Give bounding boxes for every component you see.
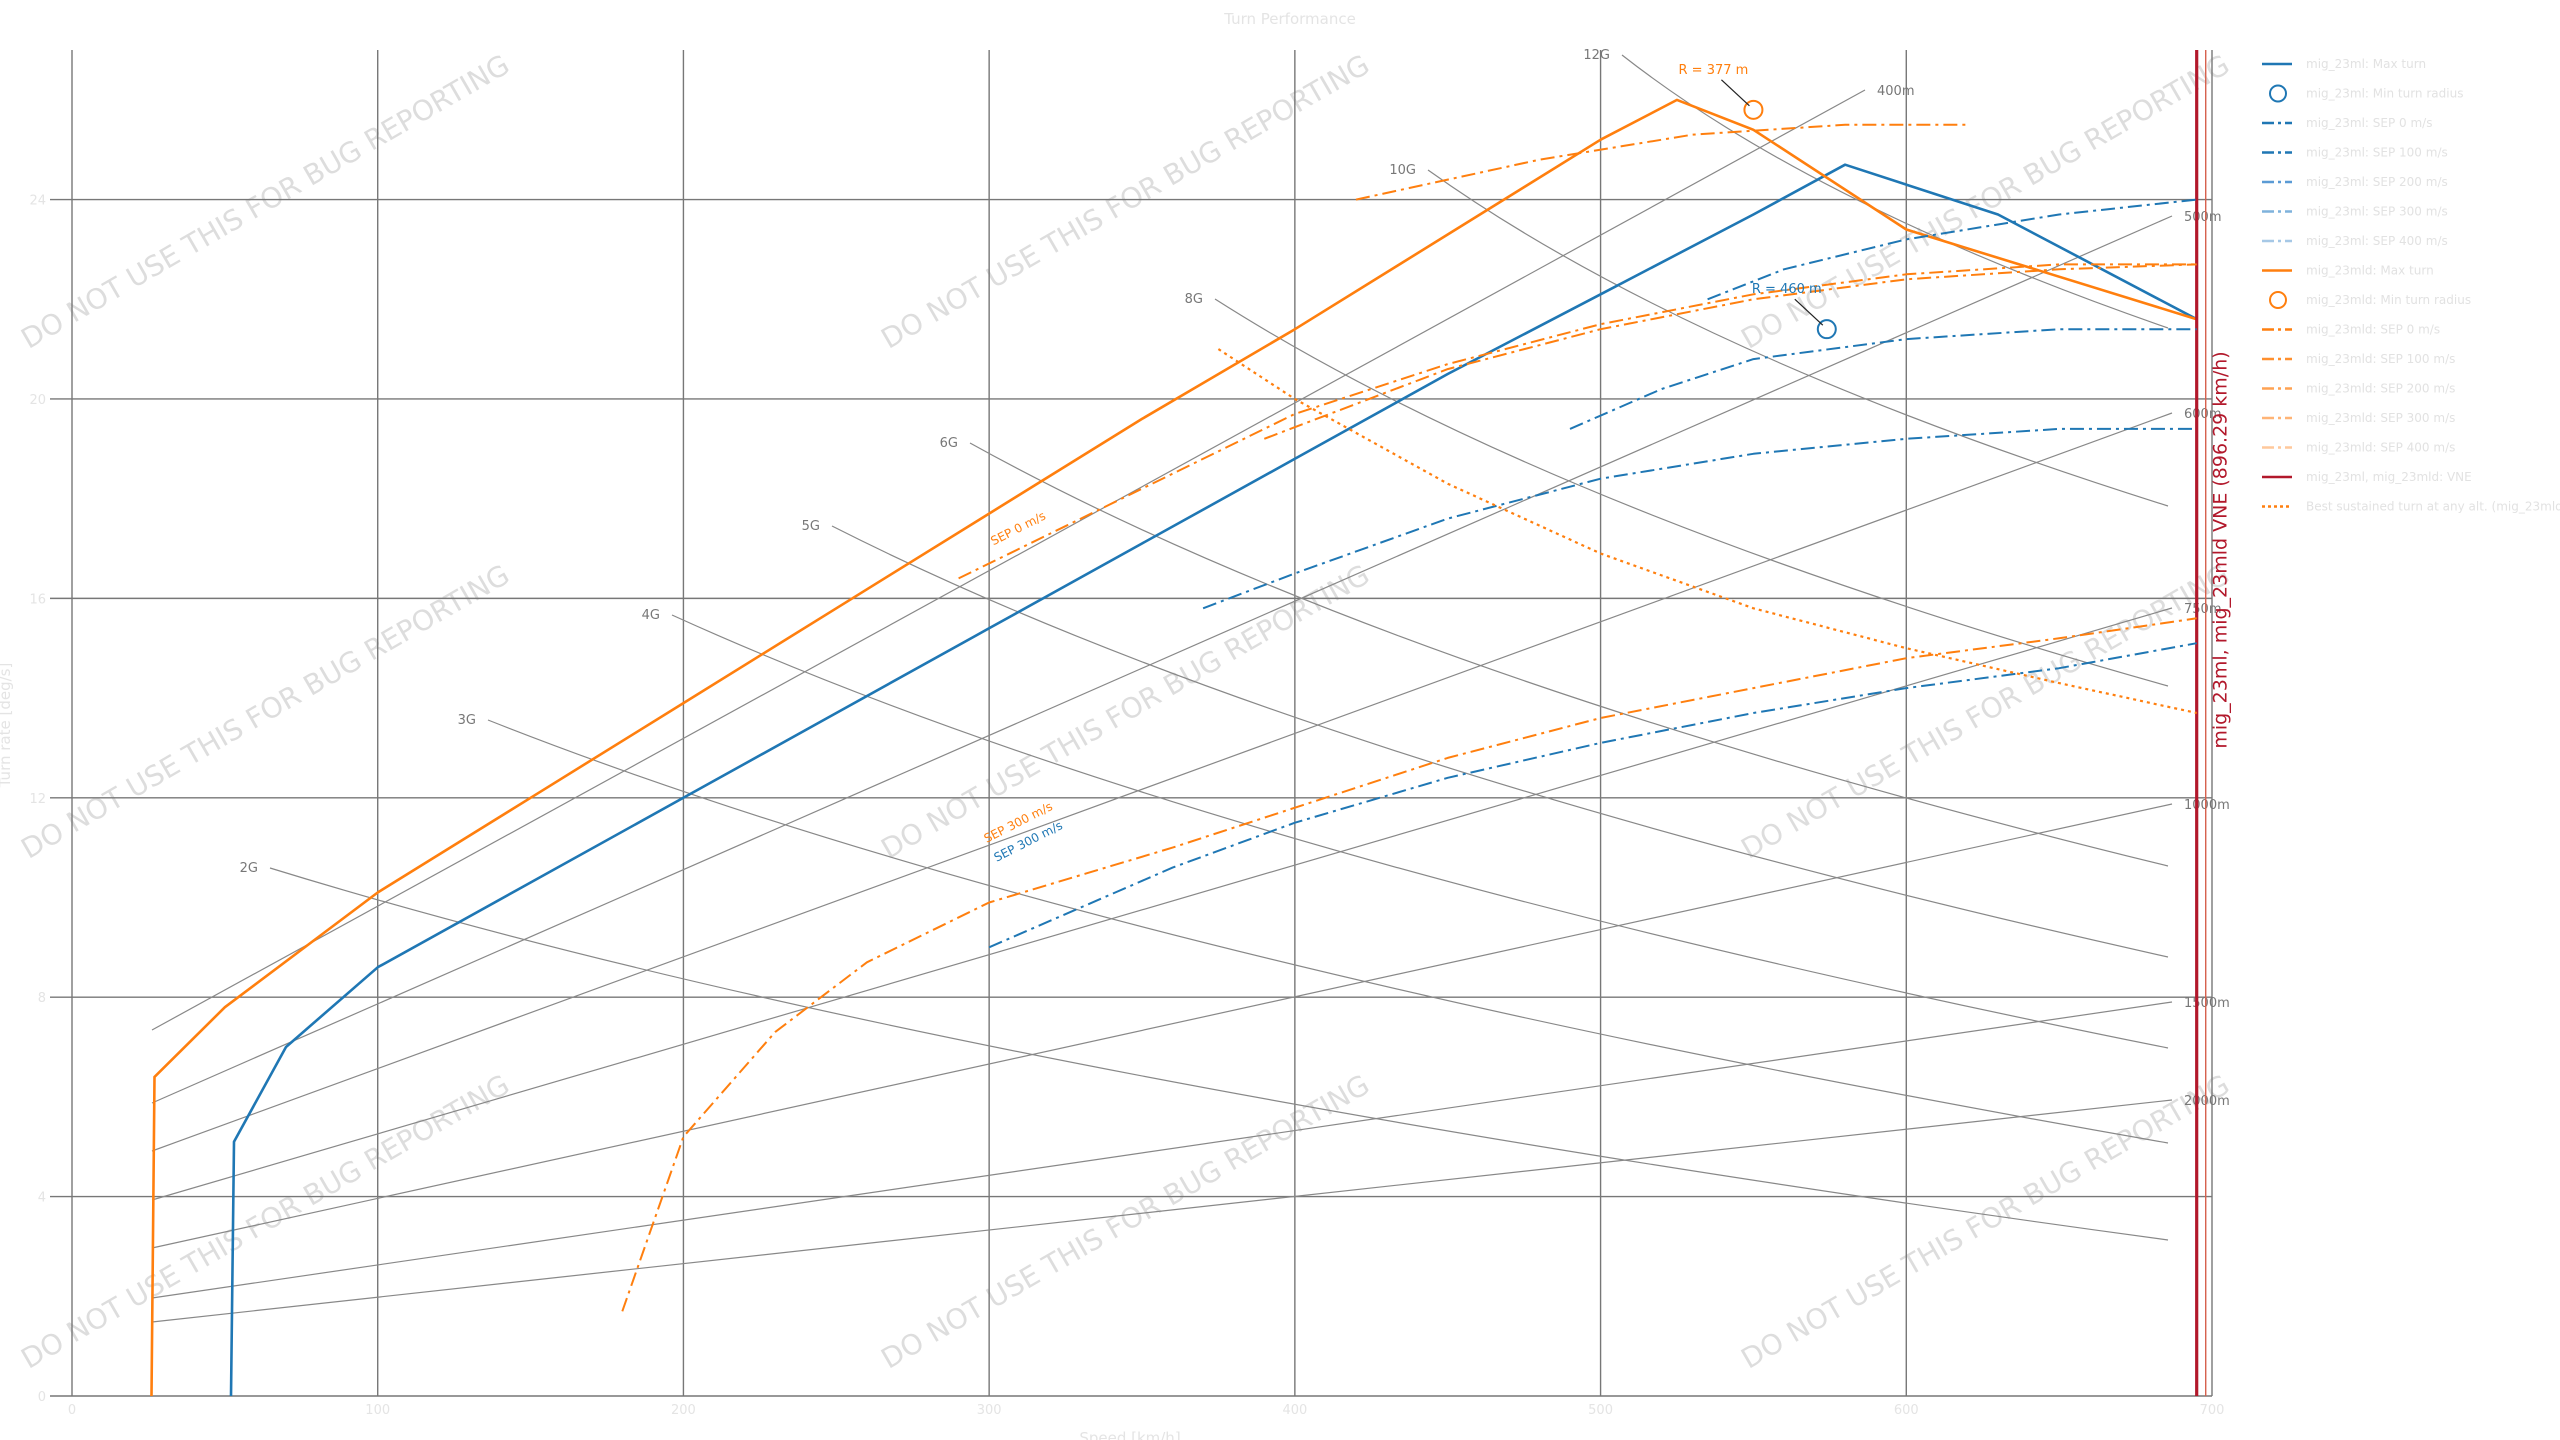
x-tick-label: 200 bbox=[671, 1403, 696, 1418]
watermark-text: DO NOT USE THIS FOR BUG REPORTING bbox=[15, 48, 515, 355]
min-radius-label: R = 460 m bbox=[1752, 282, 1822, 297]
load-factor-line bbox=[1427, 169, 2169, 507]
legend-marker bbox=[2269, 84, 2287, 103]
x-axis-label: Speed [km/h] bbox=[1079, 1429, 1180, 1440]
radius-line bbox=[151, 215, 2173, 1104]
legend-label: mig_23mld: SEP 400 m/s bbox=[2306, 441, 2455, 455]
x-tick-label: 0 bbox=[68, 1403, 76, 1418]
series-sep-line bbox=[1355, 123, 1968, 201]
series-sep-line bbox=[1707, 198, 2197, 301]
min-radius-marker bbox=[1743, 99, 1764, 120]
series-sep-line bbox=[621, 617, 2197, 1312]
load-factor-label: 4G bbox=[642, 608, 660, 623]
radius-label: 2000m bbox=[2184, 1094, 2230, 1109]
x-tick-label: 600 bbox=[1894, 1403, 1919, 1418]
radius-label: 1500m bbox=[2184, 996, 2230, 1011]
legend-label: mig_23mld: SEP 300 m/s bbox=[2306, 411, 2455, 425]
series-sep-line bbox=[1569, 328, 2197, 430]
grid-layer: 0 100 200 300 400 500 600 700 0 4 8 12 16 20 24 bbox=[29, 50, 2224, 1418]
curve-label: SEP 0 m/s bbox=[988, 509, 1048, 549]
series-sep-line bbox=[988, 642, 2197, 949]
load-factor-label: 12G bbox=[1583, 48, 1610, 63]
series-max_turn-line bbox=[150, 98, 2198, 1397]
chart-title: Turn Performance bbox=[1223, 10, 1356, 28]
load-factor-label: 2G bbox=[240, 861, 258, 876]
x-tick-label: 700 bbox=[2200, 1403, 2225, 1418]
min-radius-label: R = 377 m bbox=[1679, 63, 1749, 78]
legend-label: mig_23ml: SEP 300 m/s bbox=[2306, 205, 2448, 219]
y-tick-label: 16 bbox=[29, 592, 46, 607]
legend-label: mig_23mld: SEP 100 m/s bbox=[2306, 352, 2455, 366]
min-radius-marker bbox=[1816, 319, 1837, 340]
load-factor-line bbox=[1621, 54, 2169, 329]
radius-label: 600m bbox=[2184, 407, 2221, 422]
x-tick-label: 400 bbox=[1282, 1403, 1307, 1418]
radius-line bbox=[151, 89, 1866, 1031]
series-layer bbox=[150, 50, 2207, 1397]
load-factor-line bbox=[831, 525, 2169, 958]
legend-label: mig_23ml, mig_23mld: VNE bbox=[2306, 470, 2472, 484]
marker-arrow bbox=[1721, 79, 1750, 107]
vne-label: mig_23ml, mig_23mld VNE (896.29 km/h) bbox=[2210, 351, 2232, 748]
watermark-text: DO NOT USE THIS FOR BUG REPORTING bbox=[875, 48, 1375, 355]
legend: mig_23ml: Max turn mig_23ml: Min turn rad… bbox=[2262, 57, 2560, 514]
x-tick-label: 500 bbox=[1588, 1403, 1613, 1418]
series-sustained-line bbox=[1217, 348, 2197, 715]
legend-label: mig_23ml: SEP 200 m/s bbox=[2306, 175, 2448, 189]
radius-line bbox=[151, 412, 2173, 1152]
load-factor-label: 8G bbox=[1185, 292, 1203, 307]
watermark-text: DO NOT USE THIS FOR BUG REPORTING bbox=[15, 558, 515, 865]
watermark-text: DO NOT USE THIS FOR BUG REPORTING bbox=[1735, 1068, 2235, 1375]
radius-line bbox=[151, 803, 2173, 1249]
x-tick-label: 300 bbox=[977, 1403, 1002, 1418]
y-tick-label: 24 bbox=[29, 194, 46, 209]
legend-label: mig_23mld: Max turn bbox=[2306, 264, 2434, 278]
legend-marker bbox=[2269, 291, 2287, 309]
watermark-text: DO NOT USE THIS FOR BUG REPORTING bbox=[1735, 48, 2235, 355]
legend-label: mig_23ml: SEP 400 m/s bbox=[2306, 234, 2448, 248]
legend-label: mig_23ml: Min turn radius bbox=[2306, 87, 2463, 101]
series-sep-line bbox=[1263, 263, 2197, 440]
load-factor-line bbox=[1214, 298, 2169, 687]
x-tick-label: 100 bbox=[365, 1403, 390, 1418]
radius-label: 400m bbox=[1877, 84, 1914, 99]
legend-label: mig_23ml: SEP 0 m/s bbox=[2306, 116, 2432, 130]
legend-label: mig_23ml: Max turn bbox=[2306, 57, 2426, 71]
load-factor-label: 6G bbox=[940, 436, 958, 451]
watermark-text: DO NOT USE THIS FOR BUG REPORTING bbox=[15, 1068, 515, 1375]
load-factor-label: 10G bbox=[1389, 163, 1416, 178]
load-factor-line bbox=[487, 719, 2169, 1144]
radius-line bbox=[151, 1001, 2173, 1299]
marker-arrow bbox=[1794, 298, 1824, 326]
radius-line bbox=[151, 1099, 2173, 1323]
legend-label: mig_23mld: SEP 200 m/s bbox=[2306, 382, 2455, 396]
watermark-text: DO NOT USE THIS FOR BUG REPORTING bbox=[875, 1068, 1375, 1375]
y-tick-label: 0 bbox=[38, 1390, 46, 1405]
load-factor-label: 5G bbox=[802, 519, 820, 534]
legend-label: mig_23mld: SEP 0 m/s bbox=[2306, 323, 2440, 337]
radius-line bbox=[151, 607, 2173, 1201]
series-max_turn-line bbox=[229, 163, 2198, 1397]
watermark-layer: DO NOT USE THIS FOR BUG REPORTING DO NOT … bbox=[15, 48, 2235, 1375]
load-factor-line bbox=[671, 614, 2169, 1049]
radius-label: 750m bbox=[2184, 602, 2221, 617]
y-tick-label: 12 bbox=[29, 792, 46, 807]
load-factor-line bbox=[269, 867, 2169, 1241]
load-factor-label: 3G bbox=[458, 713, 476, 728]
y-tick-label: 4 bbox=[38, 1191, 46, 1206]
legend-label: mig_23ml: SEP 100 m/s bbox=[2306, 146, 2448, 160]
radius-label: 1000m bbox=[2184, 798, 2230, 813]
y-tick-label: 20 bbox=[29, 393, 46, 408]
watermark-text: DO NOT USE THIS FOR BUG REPORTING bbox=[875, 558, 1375, 865]
y-axis-label: Turn rate [deg/s] bbox=[0, 663, 14, 789]
load-factor-line bbox=[969, 442, 2169, 867]
legend-label: mig_23mld: Min turn radius bbox=[2306, 293, 2471, 307]
radius-label: 500m bbox=[2184, 210, 2221, 225]
legend-label: Best sustained turn at any alt. (mig_23m… bbox=[2306, 500, 2560, 514]
y-tick-label: 8 bbox=[38, 991, 46, 1006]
series-sep-line bbox=[1202, 427, 2197, 610]
